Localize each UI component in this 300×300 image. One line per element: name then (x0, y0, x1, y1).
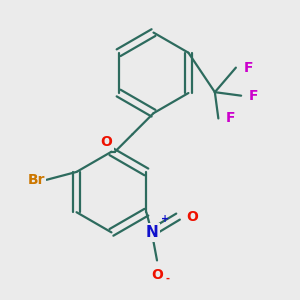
Text: N: N (146, 225, 158, 240)
Text: O: O (100, 135, 112, 149)
Text: +: + (160, 214, 169, 224)
Text: F: F (244, 61, 253, 75)
Text: F: F (249, 89, 258, 103)
Text: F: F (226, 112, 236, 125)
Text: O: O (186, 210, 198, 224)
Text: -: - (166, 274, 170, 284)
Text: O: O (151, 268, 163, 282)
Text: Br: Br (27, 173, 45, 187)
